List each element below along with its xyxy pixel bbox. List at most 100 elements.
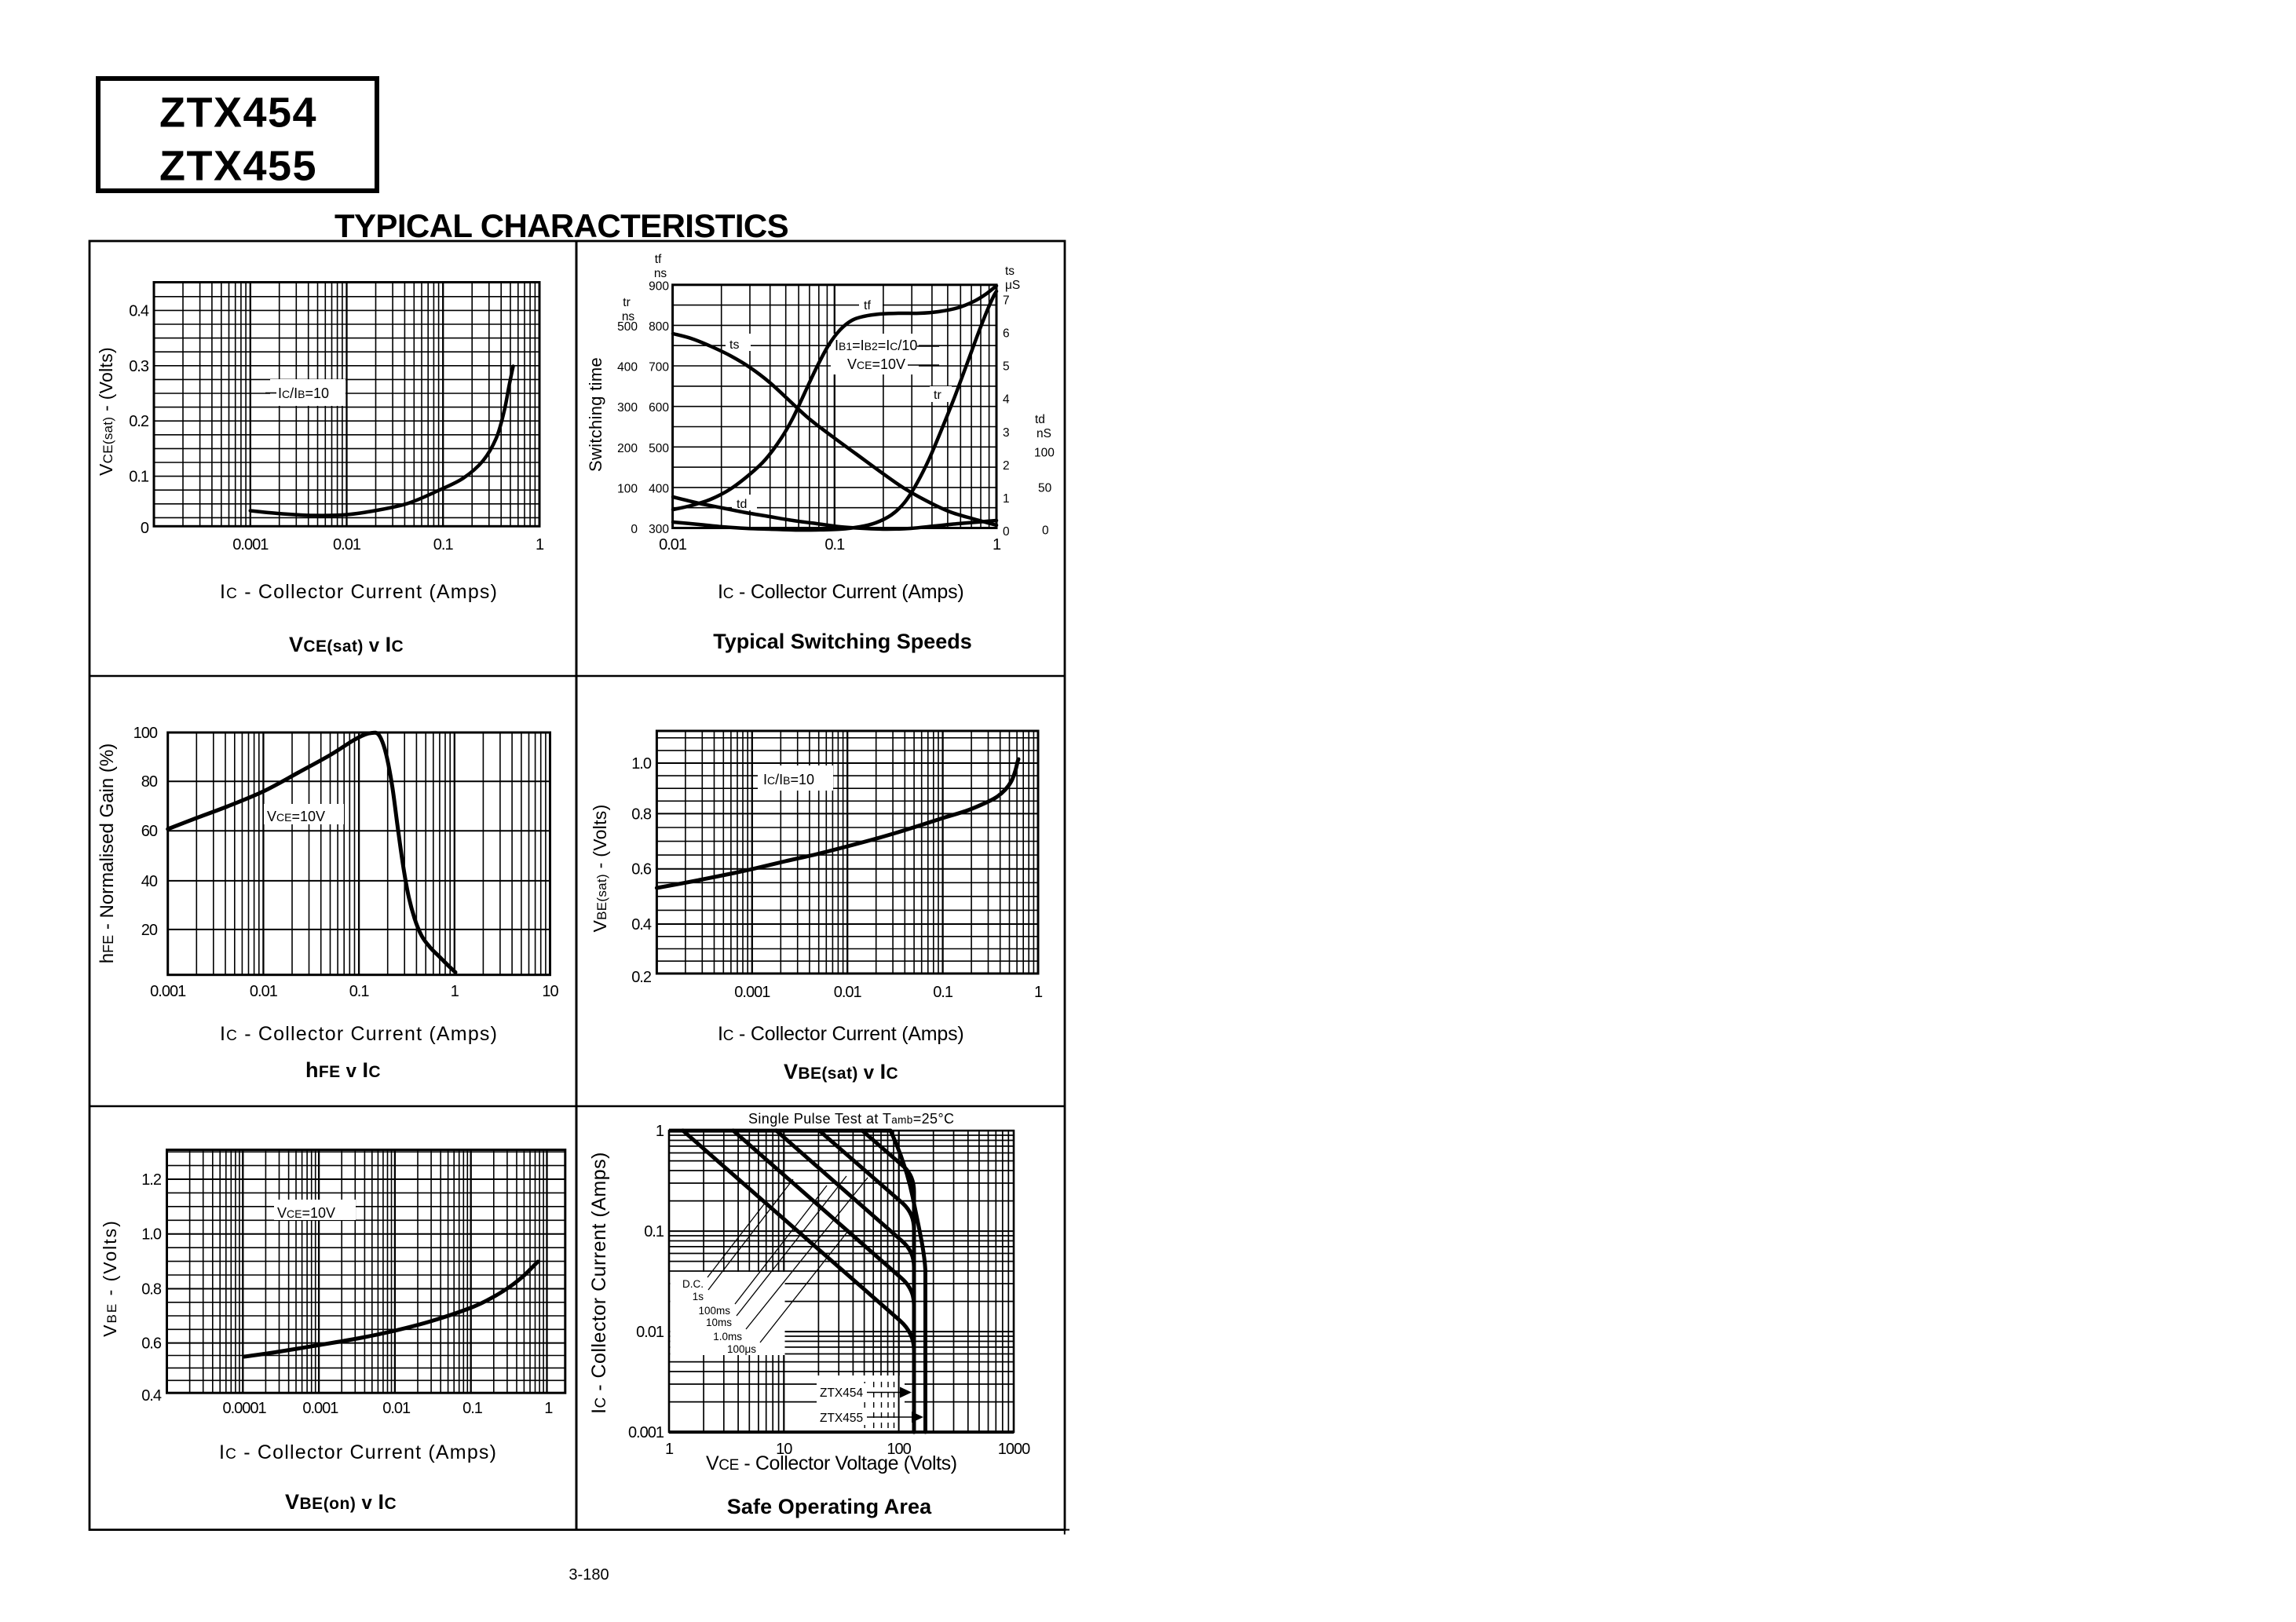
svg-text:ZTX454: ZTX454 — [820, 1386, 864, 1400]
svg-text:ts: ts — [1005, 265, 1015, 278]
svg-text:700: 700 — [649, 361, 669, 374]
svg-text:1.0: 1.0 — [141, 1226, 162, 1244]
svg-text:IC - Collector Current (Amps): IC - Collector Current (Amps) — [219, 1441, 497, 1463]
svg-text:0.1: 0.1 — [462, 1400, 483, 1417]
svg-text:0.001: 0.001 — [232, 536, 269, 553]
svg-text:1000: 1000 — [998, 1441, 1030, 1458]
svg-text:IC - Collector Current (Amps): IC - Collector Current (Amps) — [220, 1023, 498, 1045]
svg-text:ns: ns — [622, 310, 635, 323]
svg-text:D.C.: D.C. — [682, 1278, 704, 1290]
svg-text:1: 1 — [451, 983, 459, 1000]
svg-text:hFE v IC: hFE v IC — [305, 1058, 381, 1082]
svg-text:VBE(sat) - (Volts): VBE(sat) - (Volts) — [590, 804, 610, 932]
svg-text:100μs: 100μs — [727, 1343, 756, 1355]
svg-text:2: 2 — [1003, 459, 1010, 473]
svg-text:200: 200 — [617, 442, 638, 455]
svg-text:IC/IB=10: IC/IB=10 — [763, 772, 814, 787]
svg-text:0.4: 0.4 — [631, 916, 652, 933]
svg-text:800: 800 — [649, 320, 669, 334]
svg-text:tf: tf — [864, 299, 871, 312]
svg-text:0.001: 0.001 — [734, 984, 770, 1001]
svg-text:VCE=10V: VCE=10V — [847, 356, 905, 372]
svg-text:0.01: 0.01 — [333, 536, 361, 553]
svg-text:1: 1 — [665, 1441, 674, 1458]
svg-text:VCE - Collector Voltage (Volts: VCE - Collector Voltage (Volts) — [706, 1452, 957, 1474]
svg-text:0: 0 — [1042, 524, 1049, 538]
svg-text:0.1: 0.1 — [129, 469, 149, 486]
svg-text:0.6: 0.6 — [141, 1335, 162, 1353]
svg-text:5: 5 — [1003, 360, 1010, 374]
svg-text:1: 1 — [544, 1400, 553, 1417]
svg-text:0.1: 0.1 — [644, 1223, 664, 1240]
svg-text:TYPICAL CHARACTERISTICS: TYPICAL CHARACTERISTICS — [335, 207, 788, 244]
svg-text:1: 1 — [1003, 492, 1010, 506]
svg-text:0.0001: 0.0001 — [223, 1400, 267, 1417]
svg-text:1.2: 1.2 — [141, 1171, 162, 1189]
svg-text:1: 1 — [993, 536, 1001, 553]
svg-text:0: 0 — [1003, 525, 1010, 539]
svg-text:100: 100 — [887, 1441, 911, 1458]
svg-text:10: 10 — [542, 983, 558, 1000]
svg-text:0.2: 0.2 — [631, 969, 652, 986]
svg-text:VBE - (Volts): VBE - (Volts) — [100, 1219, 120, 1337]
svg-text:Safe Operating Area: Safe Operating Area — [727, 1495, 932, 1518]
svg-text:ZTX454: ZTX454 — [159, 90, 317, 137]
svg-text:0.8: 0.8 — [631, 806, 652, 823]
svg-text:1: 1 — [536, 536, 544, 553]
svg-text:100ms: 100ms — [698, 1305, 730, 1317]
svg-text:0.001: 0.001 — [302, 1400, 338, 1417]
svg-text:Single Pulse Test at Tamb=25°C: Single Pulse Test at Tamb=25°C — [748, 1111, 954, 1127]
svg-text:0.01: 0.01 — [250, 983, 278, 1000]
svg-text:400: 400 — [649, 482, 669, 495]
svg-text:IC - Collector Current (Amps): IC - Collector Current (Amps) — [718, 1023, 964, 1045]
svg-text:4: 4 — [1003, 393, 1010, 407]
svg-text:300: 300 — [649, 523, 669, 536]
svg-text:0.01: 0.01 — [382, 1400, 411, 1417]
svg-text:ZTX455: ZTX455 — [820, 1412, 863, 1425]
svg-text:VCE(sat) v IC: VCE(sat) v IC — [289, 633, 404, 656]
svg-text:6: 6 — [1003, 327, 1010, 341]
svg-text:ts: ts — [729, 338, 739, 352]
svg-text:0.01: 0.01 — [834, 984, 862, 1001]
svg-text:500: 500 — [617, 320, 638, 334]
svg-text:7: 7 — [1003, 294, 1010, 307]
svg-text:IC - Collector Current (Amps): IC - Collector Current (Amps) — [588, 1152, 610, 1414]
svg-text:0.001: 0.001 — [628, 1424, 664, 1441]
svg-text:40: 40 — [141, 873, 158, 890]
svg-text:ZTX455: ZTX455 — [159, 143, 317, 190]
svg-text:100: 100 — [133, 725, 158, 742]
svg-text:IC - Collector Current (Amps): IC - Collector Current (Amps) — [220, 581, 498, 603]
svg-text:μS: μS — [1005, 279, 1020, 292]
svg-text:1: 1 — [656, 1123, 664, 1140]
svg-text:20: 20 — [141, 922, 158, 939]
svg-text:0: 0 — [141, 520, 149, 537]
svg-text:VBE(sat) v IC: VBE(sat) v IC — [784, 1060, 898, 1083]
svg-text:100: 100 — [617, 482, 638, 495]
svg-text:900: 900 — [649, 279, 669, 293]
svg-text:0.3: 0.3 — [129, 358, 149, 375]
svg-text:3-180: 3-180 — [569, 1566, 609, 1584]
svg-text:600: 600 — [649, 401, 669, 415]
svg-text:0.4: 0.4 — [141, 1387, 162, 1405]
svg-text:0.1: 0.1 — [433, 536, 454, 553]
svg-text:IC - Collector Current (Amps): IC - Collector Current (Amps) — [718, 581, 964, 603]
svg-text:1.0: 1.0 — [631, 755, 652, 773]
svg-text:0: 0 — [631, 523, 638, 536]
svg-text:3: 3 — [1003, 426, 1010, 440]
svg-text:VCE(sat) - (Volts): VCE(sat) - (Volts) — [96, 347, 116, 476]
svg-text:hFE - Normalised Gain (%): hFE - Normalised Gain (%) — [97, 743, 118, 963]
svg-text:0.1: 0.1 — [349, 983, 370, 1000]
svg-text:Switching time: Switching time — [586, 357, 605, 472]
svg-text:tr: tr — [623, 296, 630, 309]
svg-text:0.001: 0.001 — [150, 983, 186, 1000]
svg-text:0.6: 0.6 — [631, 861, 652, 879]
svg-text:1s: 1s — [693, 1291, 704, 1302]
svg-text:50: 50 — [1038, 482, 1052, 495]
svg-text:VCE=10V: VCE=10V — [267, 809, 325, 824]
svg-text:0.01: 0.01 — [659, 536, 687, 553]
svg-text:60: 60 — [141, 823, 158, 840]
svg-text:100: 100 — [1034, 447, 1055, 460]
svg-text:0.1: 0.1 — [933, 984, 953, 1001]
svg-text:0.01: 0.01 — [636, 1324, 664, 1341]
svg-text:VCE=10V: VCE=10V — [277, 1205, 335, 1221]
